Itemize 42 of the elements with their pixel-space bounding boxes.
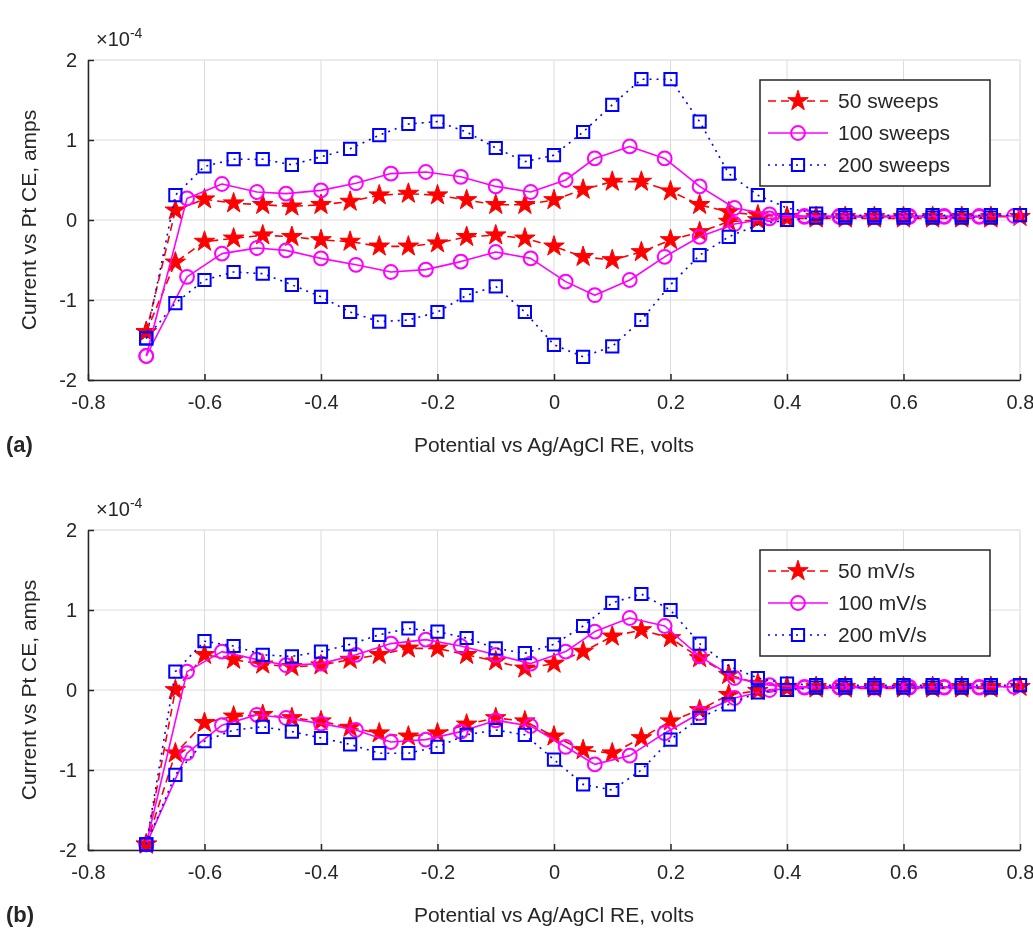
legend-label: 50 sweeps bbox=[838, 89, 939, 113]
x-tick-label: 0.6 bbox=[890, 391, 918, 413]
x-tick-label: -0.8 bbox=[71, 861, 106, 883]
x-tick-label: -0.4 bbox=[304, 391, 339, 413]
text: (a) bbox=[6, 432, 33, 457]
y-tick-label: 0 bbox=[65, 678, 77, 701]
legend-label: 200 sweeps bbox=[838, 153, 951, 177]
y-tick-label: -2 bbox=[59, 368, 77, 391]
x-tick-label: 0.2 bbox=[657, 391, 685, 413]
x-tick-label: 0.6 bbox=[890, 861, 918, 883]
legend-label: 100 sweeps bbox=[838, 121, 951, 145]
x-tick-label: 0 bbox=[548, 861, 561, 883]
legend-label: 200 mV/s bbox=[838, 623, 927, 647]
x-axis-title: Potential vs Ag/AgCl RE, volts bbox=[413, 433, 695, 456]
x-tick-label: 0.4 bbox=[773, 861, 802, 883]
text: ×10$^{-4}$ bbox=[96, 495, 143, 520]
x-tick-label: -0.6 bbox=[187, 391, 223, 413]
x-tick-label: 0 bbox=[548, 391, 561, 413]
y-axis-title: Current vs Pt CE, amps bbox=[17, 579, 40, 801]
x-tick-label: -0.4 bbox=[304, 861, 339, 883]
x-tick-label: 0.8 bbox=[1006, 861, 1033, 883]
legend-label: 100 mV/s bbox=[838, 591, 927, 615]
y-tick-label: -1 bbox=[59, 758, 77, 781]
x-tick-label: 0.8 bbox=[1006, 391, 1033, 413]
text: ×10$^{-4}$ bbox=[96, 25, 143, 50]
x-tick-label: 0.2 bbox=[657, 861, 685, 883]
y-tick-label: 2 bbox=[65, 48, 77, 71]
x-tick-label: -0.6 bbox=[187, 861, 223, 883]
text: (b) bbox=[6, 902, 35, 927]
x-axis-title: Potential vs Ag/AgCl RE, volts bbox=[413, 903, 695, 926]
x-tick-label: -0.2 bbox=[420, 391, 456, 413]
legend-label: 50 mV/s bbox=[838, 559, 916, 583]
x-tick-label: -0.2 bbox=[420, 861, 456, 883]
y-axis-title: Current vs Pt CE, amps bbox=[17, 109, 40, 331]
y-tick-label: 1 bbox=[65, 128, 77, 151]
x-tick-label: -0.8 bbox=[71, 391, 106, 413]
y-tick-label: 1 bbox=[65, 598, 77, 621]
y-tick-label: 2 bbox=[65, 518, 77, 541]
x-tick-label: 0.4 bbox=[773, 391, 802, 413]
y-tick-label: -2 bbox=[59, 838, 77, 861]
y-tick-label: -1 bbox=[59, 288, 77, 311]
y-tick-label: 0 bbox=[65, 208, 77, 231]
